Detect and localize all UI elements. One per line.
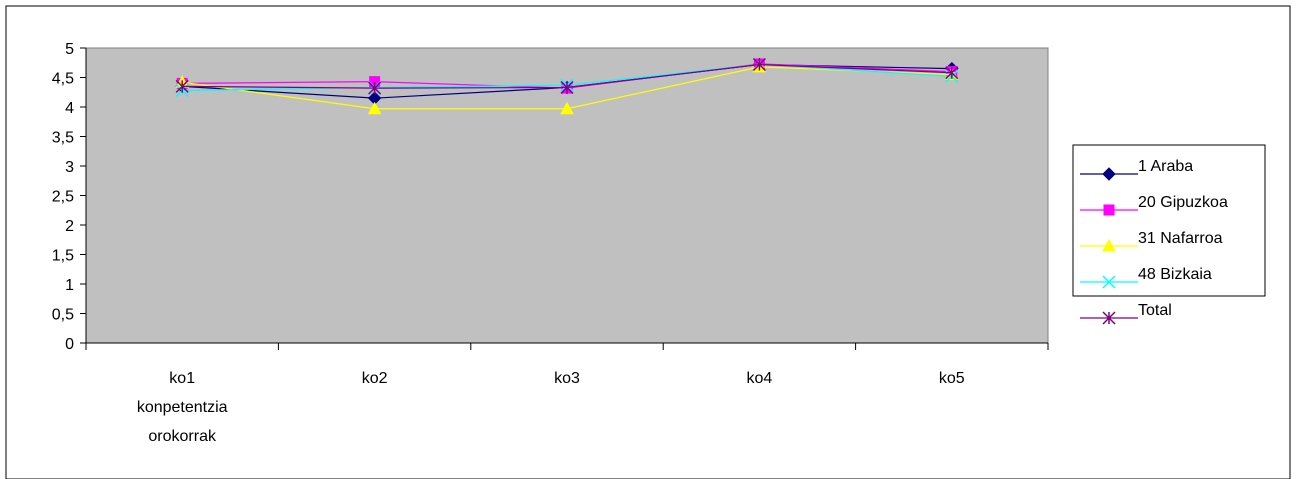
y-tick-label: 2,5 <box>52 189 74 206</box>
x-tick-label: ko3 <box>554 370 580 387</box>
legend-marker <box>1103 204 1115 216</box>
legend-marker <box>1102 167 1116 181</box>
y-tick-label: 4 <box>65 100 74 117</box>
data-point <box>367 101 382 115</box>
y-tick-label: 0,5 <box>52 307 74 324</box>
data-point <box>560 80 574 95</box>
y-tick-label: 4,5 <box>52 71 74 88</box>
data-point <box>560 101 574 115</box>
y-tick-label: 1 <box>65 277 74 294</box>
legend-label: 1 Araba <box>1138 158 1193 175</box>
x-tick-label: ko1 konpetentzia orokorrak <box>137 370 228 445</box>
legend: 1 Araba 20 Gipuzkoa 31 Nafarroa 48 Bizkaia T… <box>1072 144 1266 325</box>
data-point <box>752 57 766 72</box>
y-tick-label: 5 <box>65 41 74 58</box>
legend-label: 31 Nafarroa <box>1138 230 1223 247</box>
data-point <box>175 79 189 93</box>
y-tick-label: 3,5 <box>52 130 74 147</box>
x-tick-label: ko4 <box>747 370 773 387</box>
y-tick-label: 0 <box>65 336 74 353</box>
x-tick-label: ko2 <box>362 370 388 387</box>
x-tick-label: ko5 <box>939 370 965 387</box>
data-point <box>368 81 382 95</box>
legend-entry: 1 Araba <box>1080 158 1193 181</box>
legend-entry: 48 Bizkaia <box>1080 266 1212 289</box>
legend-marker <box>1102 238 1116 252</box>
legend-entry: Total <box>1080 302 1172 325</box>
axes: 0 0,5 1 1,5 2 2,5 3 3,5 4 4,5 5 ko1 konpetentzia orok… <box>52 41 1049 445</box>
y-tick-label: 2 <box>65 218 74 235</box>
legend-entry: 20 Gipuzkoa <box>1080 194 1228 216</box>
series <box>175 57 959 95</box>
y-tick-label: 3 <box>65 159 74 176</box>
legend-entry: 31 Nafarroa <box>1080 230 1223 252</box>
legend-label: 48 Bizkaia <box>1138 266 1212 283</box>
y-tick-label: 1,5 <box>52 248 74 265</box>
plot-area <box>85 47 1049 344</box>
series-layer <box>175 57 959 115</box>
legend-marker <box>1102 311 1116 325</box>
legend-box <box>1072 144 1266 297</box>
legend-marker <box>1102 275 1116 289</box>
legend-label: Total <box>1138 302 1172 319</box>
legend-label: 20 Gipuzkoa <box>1138 194 1228 211</box>
data-point <box>945 66 959 80</box>
